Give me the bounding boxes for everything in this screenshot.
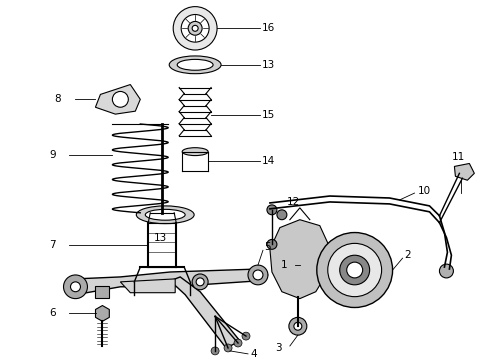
Text: 14: 14: [262, 157, 275, 166]
Circle shape: [289, 318, 307, 335]
Circle shape: [181, 14, 209, 42]
Circle shape: [192, 274, 208, 290]
Circle shape: [253, 270, 263, 280]
Text: 13: 13: [262, 60, 275, 70]
FancyBboxPatch shape: [96, 286, 109, 298]
Circle shape: [328, 243, 382, 297]
Text: 9: 9: [49, 150, 55, 160]
Text: 2: 2: [405, 250, 411, 260]
Circle shape: [188, 21, 202, 35]
Text: 12: 12: [287, 197, 300, 207]
Circle shape: [242, 332, 250, 340]
Text: 3: 3: [275, 343, 282, 353]
Circle shape: [317, 233, 392, 307]
Text: 10: 10: [417, 186, 431, 196]
Polygon shape: [121, 279, 175, 293]
Circle shape: [173, 6, 217, 50]
Circle shape: [196, 278, 204, 286]
Circle shape: [248, 265, 268, 285]
Ellipse shape: [169, 56, 221, 74]
Polygon shape: [75, 269, 268, 295]
Circle shape: [340, 255, 369, 285]
Circle shape: [192, 25, 198, 31]
Text: 7: 7: [49, 240, 55, 250]
Circle shape: [71, 282, 80, 292]
Ellipse shape: [177, 59, 213, 70]
Text: 6: 6: [49, 309, 55, 319]
Ellipse shape: [182, 148, 208, 156]
Circle shape: [347, 262, 363, 278]
Text: 16: 16: [262, 23, 275, 33]
Ellipse shape: [145, 210, 185, 220]
Circle shape: [294, 322, 302, 330]
Text: 5: 5: [264, 242, 270, 252]
Polygon shape: [454, 163, 474, 180]
Polygon shape: [96, 85, 140, 114]
Ellipse shape: [136, 206, 194, 224]
Circle shape: [224, 344, 232, 352]
Circle shape: [211, 347, 219, 355]
Text: 11: 11: [451, 152, 465, 162]
Polygon shape: [170, 277, 240, 348]
Circle shape: [234, 339, 242, 347]
Text: 15: 15: [262, 110, 275, 120]
Circle shape: [440, 264, 453, 278]
Text: 13: 13: [154, 233, 167, 243]
Text: 1: 1: [281, 260, 288, 270]
Polygon shape: [270, 220, 330, 299]
Circle shape: [112, 91, 128, 107]
Text: 8: 8: [54, 94, 61, 104]
Circle shape: [277, 210, 287, 220]
Circle shape: [267, 239, 277, 249]
Circle shape: [267, 205, 277, 215]
Text: 4: 4: [250, 349, 257, 359]
Circle shape: [64, 275, 87, 299]
